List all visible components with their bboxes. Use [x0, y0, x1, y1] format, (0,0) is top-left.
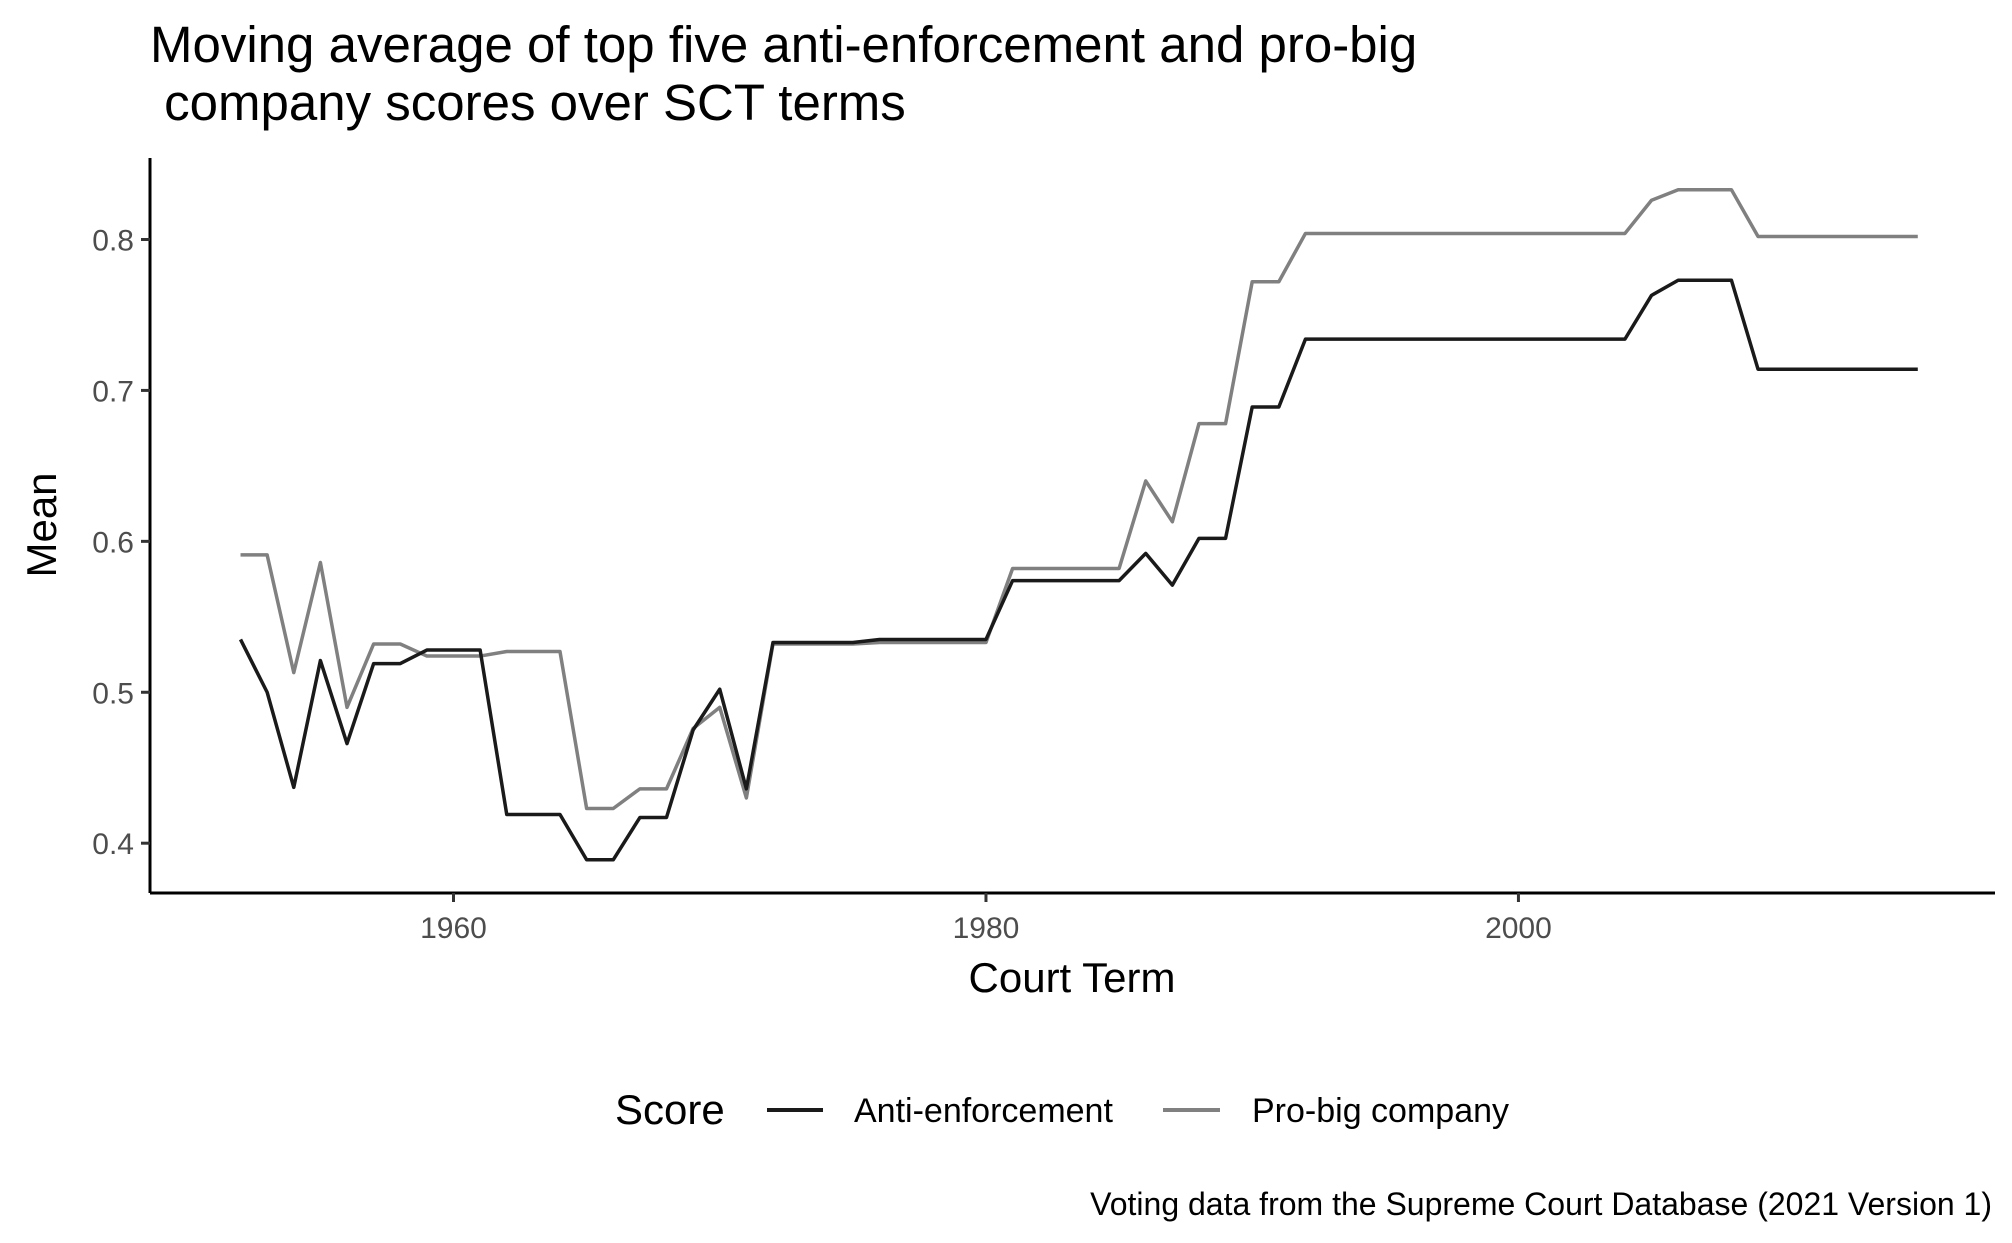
legend-label-anti-enforcement: Anti-enforcement [854, 1092, 1113, 1130]
y-tick-label: 0.5 [92, 677, 134, 710]
series-line-pro-big-company [240, 187, 1918, 811]
x-axis-title: Court Term [969, 954, 1176, 1001]
series-layer [238, 187, 1918, 862]
y-tick-label: 0.8 [92, 224, 134, 257]
legend: Score Anti-enforcement Pro-big company [615, 1086, 1509, 1133]
y-tick-label: 0.6 [92, 526, 134, 559]
y-ticks: 0.4 0.5 0.6 0.7 0.8 [92, 224, 150, 861]
y-tick-label: 0.4 [92, 828, 134, 861]
y-axis-title: Mean [18, 472, 65, 577]
series-line-anti-enforcement [238, 278, 1918, 862]
y-tick-label: 0.7 [92, 375, 134, 408]
x-tick-label: 2000 [1485, 912, 1552, 945]
legend-label-pro-big-company: Pro-big company [1252, 1092, 1509, 1130]
x-tick-label: 1980 [953, 912, 1020, 945]
legend-title: Score [615, 1086, 725, 1133]
chart-caption: Voting data from the Supreme Court Datab… [1090, 1186, 1992, 1222]
chart-title-line-2: company scores over SCT terms [150, 74, 906, 131]
x-ticks: 1960 1980 2000 [420, 893, 1552, 945]
x-tick-label: 1960 [420, 912, 487, 945]
chart-title-line-1: Moving average of top five anti-enforcem… [150, 16, 1417, 73]
